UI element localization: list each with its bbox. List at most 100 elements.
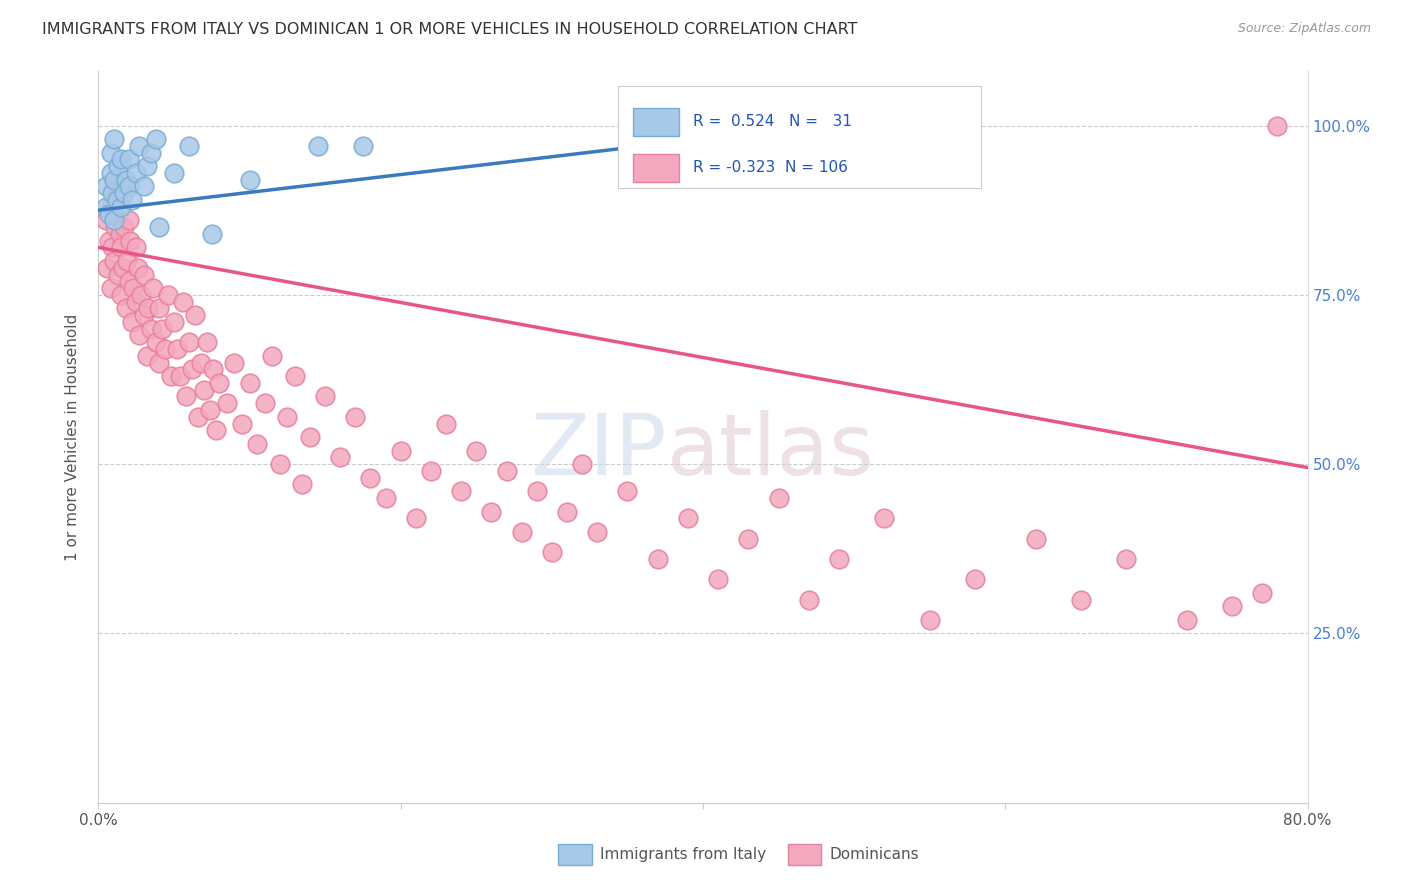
Point [110, 240, 132, 254]
Point [94, 179, 117, 194]
Point [239, 172, 262, 186]
Point [136, 301, 159, 316]
Point [142, 281, 165, 295]
Point [1175, 613, 1198, 627]
Point [965, 572, 987, 586]
Point [100, 166, 122, 180]
Y-axis label: 1 or more Vehicles in Household: 1 or more Vehicles in Household [65, 313, 80, 561]
Point [128, 139, 150, 153]
Bar [558, 845, 592, 865]
Point [200, 403, 222, 417]
Point [190, 355, 212, 369]
Point [104, 220, 127, 235]
Point [169, 369, 191, 384]
Text: atlas: atlas [666, 410, 875, 493]
Point [360, 471, 382, 485]
Point [495, 464, 517, 478]
Point [98, 234, 121, 248]
Text: Source: ZipAtlas.com: Source: ZipAtlas.com [1237, 22, 1371, 36]
Point [1251, 586, 1274, 600]
Point [208, 376, 231, 390]
Point [174, 389, 197, 403]
Point [141, 322, 163, 336]
Point [269, 457, 291, 471]
Point [676, 511, 699, 525]
Point [148, 301, 170, 316]
Point [768, 491, 790, 505]
Point [110, 288, 132, 302]
Point [163, 315, 186, 329]
Point [352, 139, 374, 153]
Point [101, 240, 124, 254]
Point [107, 159, 129, 173]
Point [193, 383, 215, 397]
Point [707, 572, 730, 586]
Point [112, 220, 135, 235]
Point [127, 260, 149, 275]
Point [114, 301, 136, 316]
Point [231, 417, 253, 431]
Point [510, 524, 533, 539]
Point [420, 464, 443, 478]
Point [120, 234, 142, 248]
Point [141, 145, 163, 160]
Point [108, 227, 131, 241]
Point [918, 613, 941, 627]
Bar [633, 154, 679, 182]
Point [112, 186, 135, 201]
Point [105, 193, 128, 207]
Point [100, 145, 122, 160]
Point [160, 369, 183, 384]
Point [465, 443, 488, 458]
Point [299, 430, 322, 444]
Point [195, 335, 218, 350]
Point [163, 166, 186, 180]
Point [586, 524, 609, 539]
Point [450, 484, 472, 499]
Point [571, 457, 593, 471]
Point [616, 484, 638, 499]
Point [100, 281, 122, 295]
Point [128, 328, 150, 343]
Point [135, 349, 157, 363]
Point [125, 166, 148, 180]
Point [262, 349, 284, 363]
Point [103, 172, 125, 186]
Point [105, 186, 128, 201]
Point [122, 281, 145, 295]
Point [150, 322, 173, 336]
Point [481, 505, 503, 519]
Point [101, 186, 124, 201]
Point [145, 335, 167, 350]
Point [276, 409, 298, 424]
Point [148, 355, 170, 369]
Point [526, 484, 548, 499]
Point [797, 592, 820, 607]
Point [873, 511, 896, 525]
Point [121, 193, 143, 207]
Point [118, 179, 141, 194]
Point [135, 159, 157, 173]
Point [181, 362, 204, 376]
Point [284, 369, 307, 384]
Point [737, 532, 759, 546]
Text: IMMIGRANTS FROM ITALY VS DOMINICAN 1 OR MORE VEHICLES IN HOUSEHOLD CORRELATION C: IMMIGRANTS FROM ITALY VS DOMINICAN 1 OR … [42, 22, 858, 37]
FancyBboxPatch shape [619, 86, 981, 188]
Point [184, 308, 207, 322]
Point [118, 213, 141, 227]
Point [121, 315, 143, 329]
Point [314, 389, 336, 403]
Point [405, 511, 427, 525]
Point [179, 335, 201, 350]
Point [647, 552, 669, 566]
Point [201, 227, 224, 241]
Point [540, 545, 562, 559]
Point [153, 342, 176, 356]
Point [1267, 119, 1289, 133]
Point [329, 450, 352, 465]
Point [374, 491, 396, 505]
Point [94, 213, 117, 227]
Point [94, 200, 117, 214]
Point [145, 132, 167, 146]
Point [389, 443, 412, 458]
